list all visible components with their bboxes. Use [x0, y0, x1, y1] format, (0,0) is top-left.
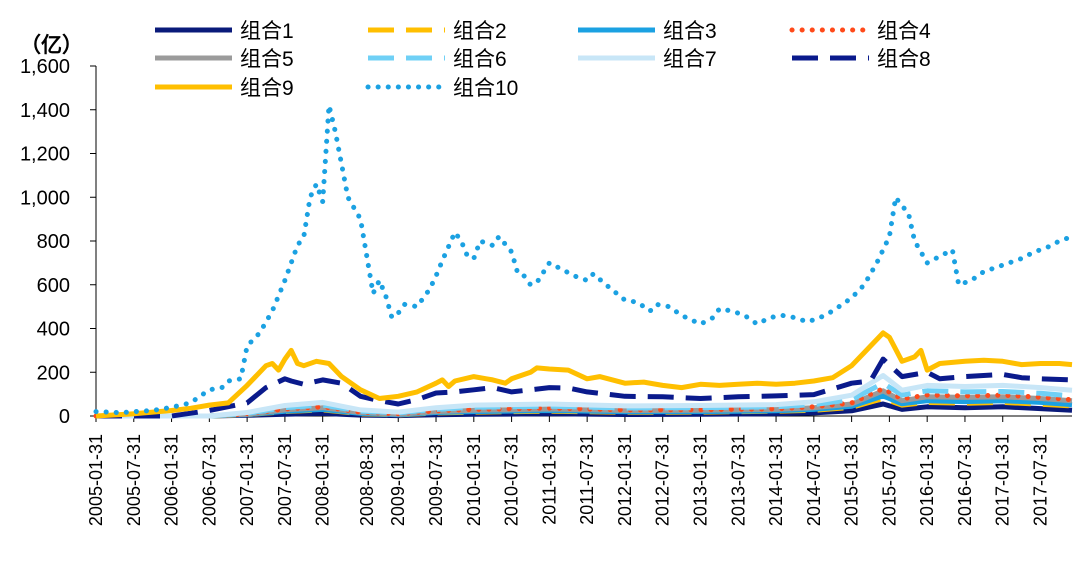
- y-tick-label: 1,000: [20, 187, 70, 209]
- legend-label: 组合2: [453, 20, 507, 43]
- legend-label: 组合8: [877, 48, 931, 71]
- x-tick-label: 2008-08-31: [357, 434, 377, 526]
- x-tick-label: 2009-01-31: [388, 434, 408, 526]
- legend-label: 组合5: [240, 48, 294, 71]
- y-tick-label: 400: [37, 319, 70, 341]
- legend-label: 组合10: [453, 77, 518, 100]
- legend-label: 组合7: [663, 48, 717, 71]
- x-tick-label: 2005-07-31: [124, 434, 144, 526]
- y-tick-label: 1,400: [20, 100, 70, 122]
- legend-item-8: 组合8: [792, 48, 931, 71]
- x-tick-label: 2015-01-31: [842, 434, 862, 526]
- x-tick-label: 2007-07-31: [275, 434, 295, 526]
- legend-label: 组合6: [453, 48, 507, 71]
- legend-item-2: 组合2: [368, 20, 507, 43]
- x-tick-label: 2007-01-31: [237, 434, 257, 526]
- legend-item-6: 组合6: [368, 48, 507, 71]
- legend-item-4: 组合4: [789, 20, 931, 43]
- x-tick-label: 2012-01-31: [615, 434, 635, 526]
- x-tick-label: 2005-01-31: [86, 434, 106, 526]
- y-tick-label: 600: [37, 275, 70, 297]
- y-tick-label: 1,600: [20, 56, 70, 78]
- x-tick-label: 2011-01-31: [539, 434, 559, 525]
- x-tick-label: 2016-07-31: [955, 434, 975, 526]
- x-tick-label: 2006-07-31: [199, 434, 219, 526]
- legend-item-10: 组合10: [365, 77, 518, 100]
- y-tick-label: 200: [37, 362, 70, 384]
- legend-label: 组合1: [240, 20, 294, 43]
- series-line-10: [93, 102, 1075, 416]
- y-axis: 0 200 400 600 800 1,000 1,200 1,400 1,600: [20, 56, 97, 428]
- legend-item-3: 组合3: [578, 20, 717, 43]
- legend-label: 组合9: [240, 77, 294, 100]
- series-line-9: [95, 330, 1073, 419]
- x-tick-label: 2013-01-31: [690, 434, 710, 526]
- chart-legend: 组合1 组合2 组合3 组合4 组合5 组合6 组合7 组合8 组合9 组合10: [155, 20, 931, 100]
- series-line-4: [93, 386, 1075, 419]
- legend-item-9: 组合9: [155, 77, 294, 100]
- legend-label: 组合4: [877, 20, 931, 43]
- x-tick-label: 2008-01-31: [313, 434, 333, 526]
- legend-item-1: 组合1: [155, 20, 294, 43]
- legend-label: 组合3: [663, 20, 717, 43]
- x-tick-label: 2017-01-31: [993, 434, 1013, 526]
- x-tick-label: 2015-07-31: [879, 434, 899, 526]
- x-tick-label: 2016-01-31: [917, 434, 937, 526]
- series-line-7: [96, 373, 1073, 419]
- y-axis-unit: （亿）: [20, 33, 83, 57]
- x-axis: 2005-01-31 2005-07-31 2006-01-31 2006-07-31…: [86, 415, 1072, 526]
- x-tick-label: 2013-07-31: [728, 434, 748, 526]
- legend-item-5: 组合5: [155, 48, 294, 71]
- series-layer: [93, 102, 1075, 419]
- x-tick-label: 2014-07-31: [804, 434, 824, 526]
- y-tick-label: 800: [37, 231, 70, 253]
- series-line-1: [96, 401, 1073, 419]
- x-tick-label: 2009-07-31: [426, 434, 446, 526]
- legend-item-7: 组合7: [578, 48, 717, 71]
- y-tick-label: 1,200: [20, 144, 70, 166]
- x-tick-label: 2006-01-31: [162, 434, 182, 526]
- x-tick-label: 2010-01-31: [464, 434, 484, 526]
- x-tick-label: 2011-07-31: [577, 434, 597, 525]
- x-tick-label: 2014-01-31: [766, 434, 786, 526]
- x-tick-label: 2010-07-31: [502, 434, 522, 526]
- x-tick-label: 2017-07-31: [1031, 434, 1051, 526]
- x-tick-label: 2012-07-31: [653, 434, 673, 526]
- y-tick-label: 0: [59, 406, 70, 428]
- series-line-8: [96, 356, 1073, 419]
